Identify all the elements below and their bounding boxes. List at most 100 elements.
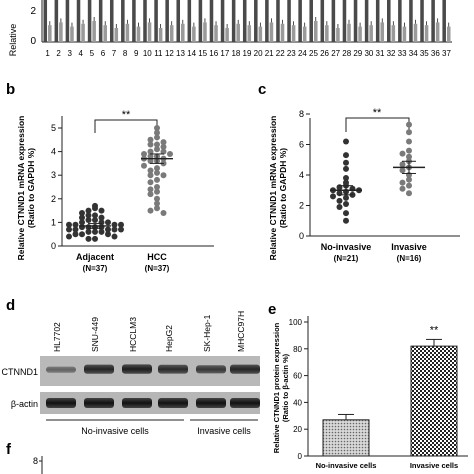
panel-e-bar (322, 419, 370, 457)
panel-d-actin-band (46, 398, 76, 408)
panel-a-bar-s2 (114, 28, 119, 42)
panel-a-bar-s2 (92, 21, 96, 42)
panel-e-significance: ** (430, 324, 439, 336)
panel-d-lane-label: HepG2 (164, 325, 174, 352)
panel-e-xlabel: Invasive cells (410, 461, 458, 470)
panel-b-point (147, 141, 154, 148)
panel-b-ytick-label: 0 (51, 241, 56, 251)
panel-b-point (92, 235, 98, 242)
panel-b-point (154, 129, 160, 136)
panel-b-letter: b (6, 81, 15, 98)
panel-a-bar-s1 (121, 0, 125, 42)
panel-a-bar-s2 (147, 22, 152, 42)
panel-a-bar-s1 (287, 0, 291, 42)
panel-b-point (111, 221, 118, 228)
panel-a-xtick-label: 20 (254, 49, 263, 58)
panel-b-point (154, 176, 160, 183)
panel-c-ylabel-line2: (Ratio to GAPDH %) (278, 148, 288, 228)
panel-c-point (399, 161, 406, 168)
panel-a-bar-s1 (420, 0, 424, 42)
panel-a-bar-s1 (76, 0, 81, 42)
panel-e-xlabels: No-invasive cells Invasive cells (316, 461, 459, 470)
panel-a-xtick-label: 2 (56, 49, 61, 58)
panel-a-bar-s1 (165, 0, 169, 42)
panel-b-point (154, 184, 160, 190)
panel-b-point (85, 235, 92, 242)
panel-c-point (399, 167, 406, 174)
panel-b-ylabel-line1: Relative CTNND1 mRNA expression (16, 116, 26, 261)
panel-c-point (406, 153, 412, 160)
panel-d-lane-labels: HL7702 SNU-449 HCCLM3 HepG2 SK-Hep-1 MHCC97H (52, 311, 246, 352)
panel-a-xtick-label: 23 (287, 49, 296, 58)
panel-a-bar-s1 (254, 0, 258, 42)
panel-c-group-noinvasive-n: (N=21) (334, 254, 359, 263)
panel-c-letter: c (258, 81, 266, 98)
panel-b-point (147, 186, 154, 193)
panel-c-yticks: 0 2 4 6 8 (299, 109, 310, 241)
panel-c-points (330, 121, 425, 224)
panel-b-point (147, 179, 154, 186)
panel-d-ctnnd1-band (46, 366, 76, 373)
panel-b-point (92, 228, 98, 235)
panel-b-point (79, 214, 85, 221)
panel-d-group-invasive: Invasive cells (197, 426, 251, 436)
panel-c-group-noinvasive: No-invasive (321, 242, 372, 252)
panel-b-point (105, 219, 111, 226)
panel-c-point (343, 217, 349, 224)
panel-a-xtick-label: 31 (376, 49, 385, 58)
panel-b-group-hcc-n: (N=37) (145, 264, 170, 273)
panel-a-xtick-label: 13 (176, 49, 185, 58)
panel-d-ctnnd1-band (196, 365, 226, 374)
panel-a-bar-s2 (369, 25, 373, 42)
panel-a-xtick-label: 33 (398, 49, 407, 58)
panel-b-point (85, 217, 92, 224)
panel-a-bar-s2 (391, 25, 396, 42)
panel-a-bars (43, 0, 451, 42)
panel-b-point (66, 226, 72, 233)
panel-c-ytick-label: 4 (299, 170, 304, 180)
panel-f-letter: f (6, 441, 12, 456)
panel-a-xtick-label: 34 (409, 49, 418, 58)
panel-d-ctnnd1-band (158, 364, 188, 374)
panel-b-point (147, 207, 154, 214)
panel-e-ytick-label: 0 (298, 452, 303, 461)
panel-c-ylabel-line1: Relative CTNND1 mRNA expression (268, 116, 278, 261)
panel-d-western-blot: d HL7702 SNU-449 HCCLM3 HepG2 SK-Hep-1 MHCC97… (1, 297, 260, 456)
panel-e-ytick-label: 60 (293, 372, 302, 381)
panel-a-bar-s1 (398, 0, 402, 42)
panel-a-bar-s1 (409, 0, 413, 42)
panel-e-yticks: 0 20 40 60 80 100 (289, 318, 308, 461)
panel-a-bar-s2 (347, 23, 351, 42)
panel-a-bar-s2 (181, 23, 185, 42)
panel-a-xtick-label: 26 (320, 49, 329, 58)
panel-a-bar-s2 (125, 23, 130, 42)
panel-b-point (79, 209, 85, 216)
panel-b-ytick-label: 2 (51, 194, 56, 204)
panel-b-point (118, 221, 124, 228)
panel-b-point (85, 228, 92, 235)
panel-a-xtick-label: 32 (387, 49, 396, 58)
panel-b-point (105, 231, 111, 238)
panel-a-bar-s1 (265, 0, 269, 42)
panel-a-bar-s2 (236, 23, 240, 42)
panel-d-ctnnd1-band (122, 364, 152, 374)
panel-a-xtick-label: 10 (143, 49, 152, 58)
panel-a-xticks: 1 2 3 4 5 6 7 8 9 10 11 12 13 14 15 16 17 18 19 20 21 22 23 24 2… (45, 49, 451, 58)
panel-c-point (343, 165, 349, 172)
panel-b-point (154, 134, 160, 141)
panel-a-bar-s1 (154, 0, 158, 42)
panel-e-ytick-label: 20 (293, 425, 302, 434)
panel-a-bar-s2 (413, 23, 418, 42)
panel-b-significance: ** (122, 109, 131, 121)
panel-a-bar-s1 (431, 0, 435, 42)
panel-a-bar-s1 (65, 0, 70, 42)
panel-b-group-adjacent: Adjacent (76, 252, 114, 262)
panel-a-bar-s1 (298, 0, 302, 42)
panel-a-bar-s2 (247, 25, 252, 42)
panel-d-ctnnd1-band (84, 364, 114, 374)
panel-a-bar-s1 (387, 0, 391, 42)
panel-a-xtick-label: 8 (123, 49, 128, 58)
panel-b-point (98, 228, 105, 235)
panel-b-significance-bracket (94, 119, 158, 133)
panel-c-point (343, 175, 349, 182)
